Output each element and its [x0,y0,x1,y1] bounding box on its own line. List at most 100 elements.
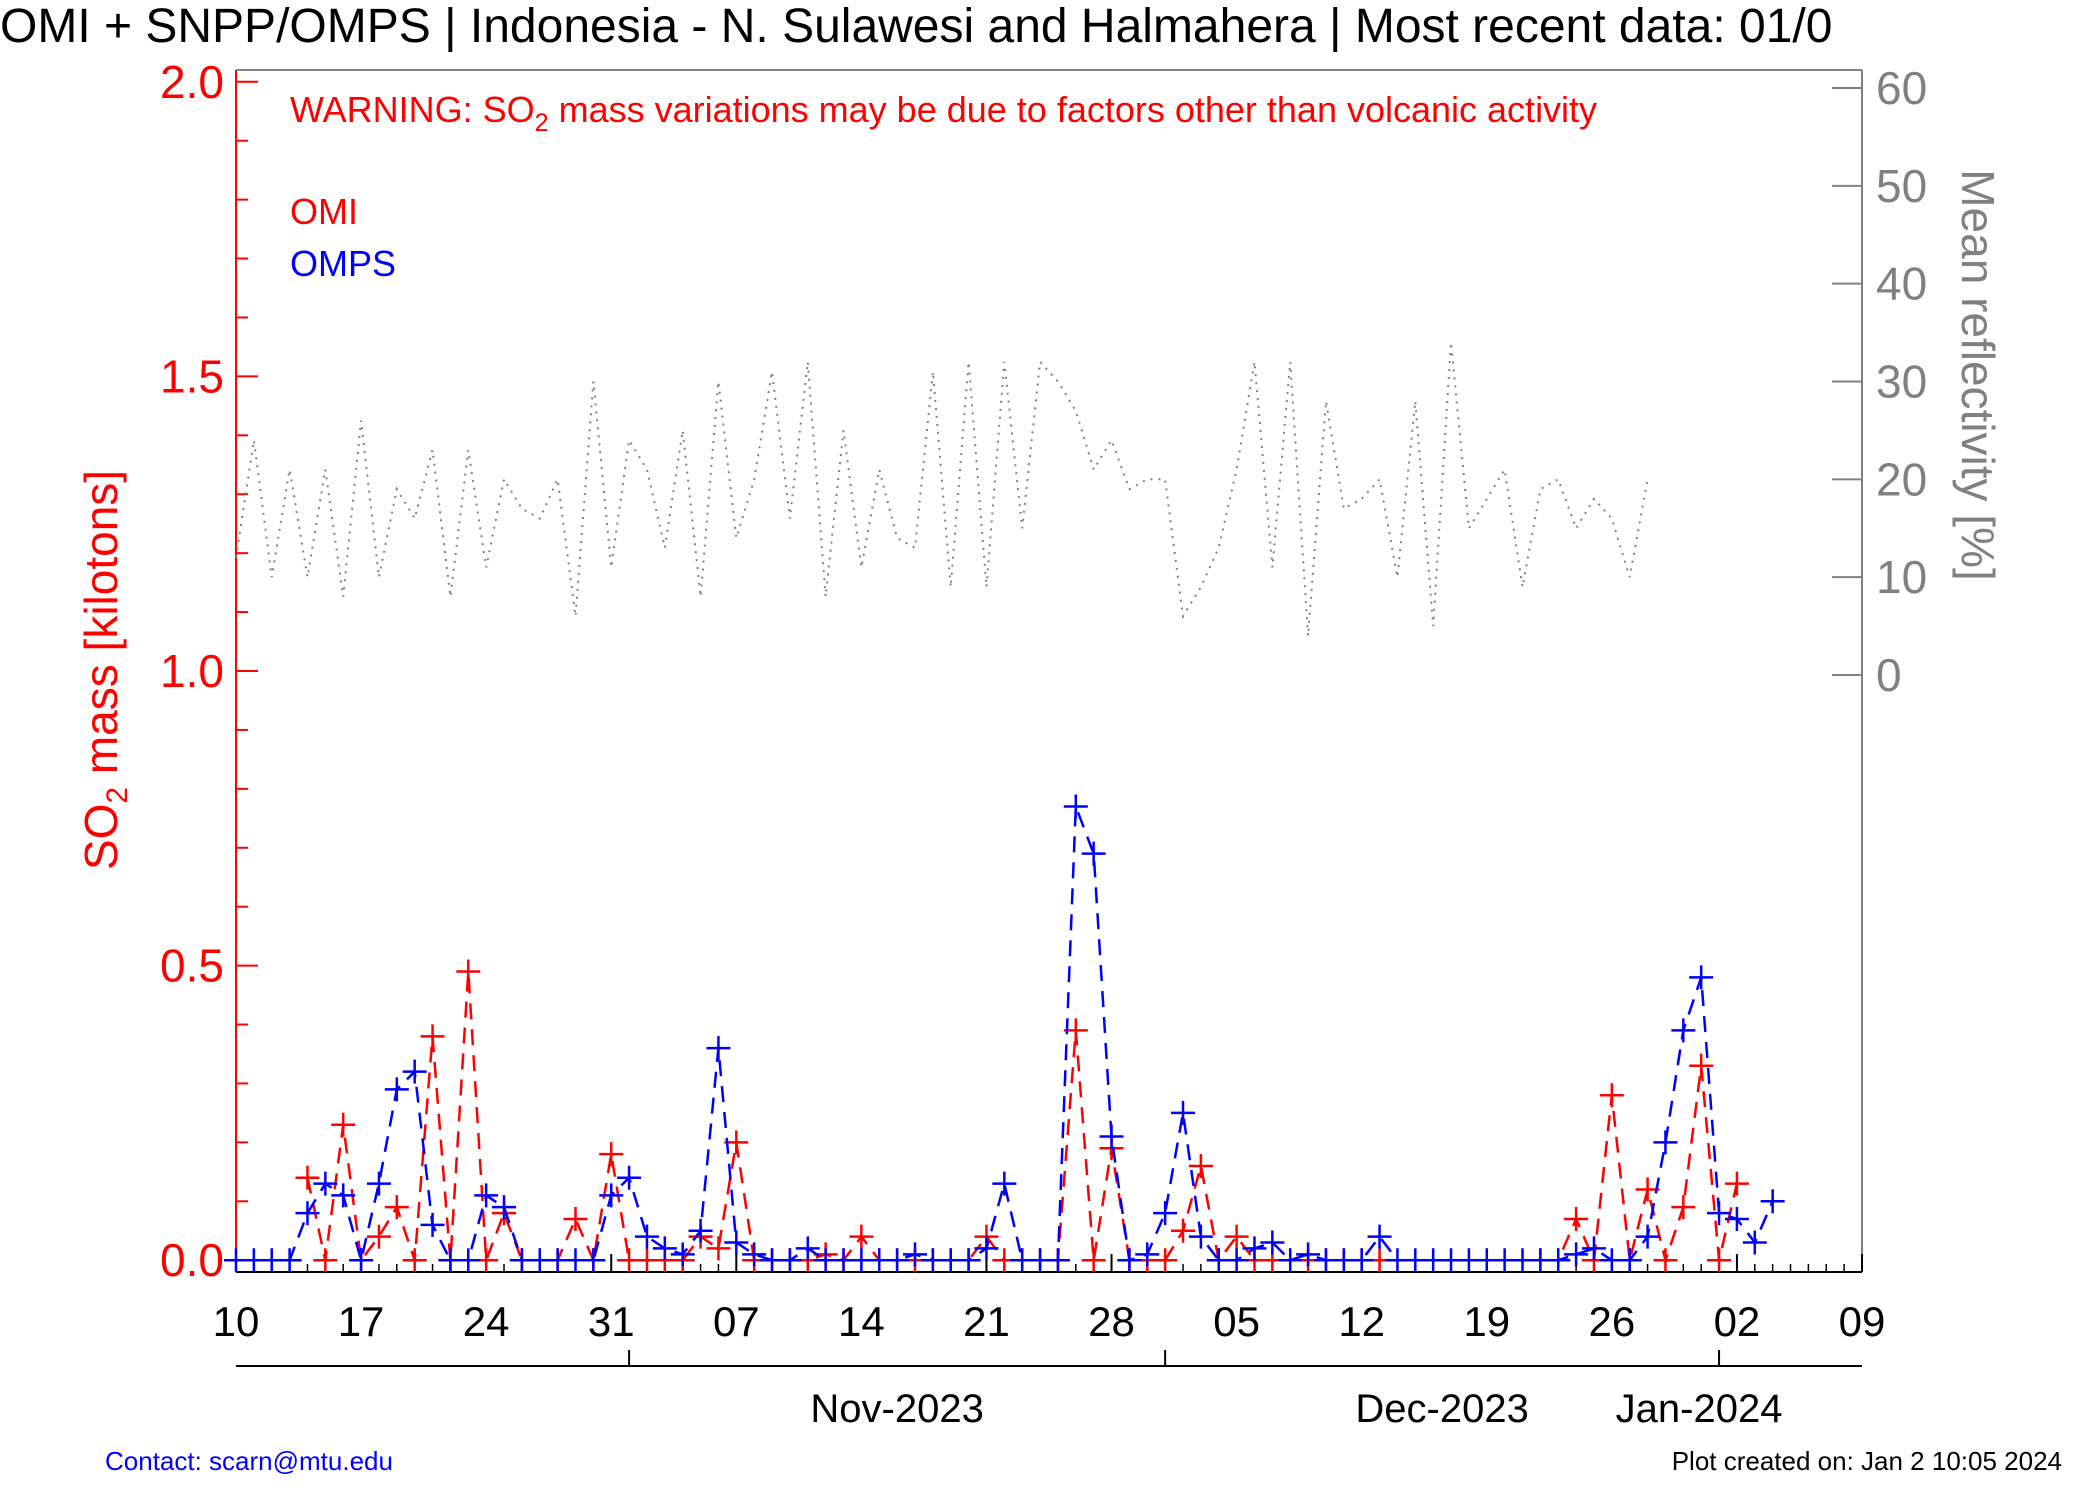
x-tick-label: 14 [838,1298,885,1345]
data-point-omps [402,1059,427,1084]
x-tick-label: 12 [1338,1298,1385,1345]
data-point-omi [1081,1248,1106,1273]
data-point-omps [1296,1242,1321,1267]
data-point-omps [331,1183,356,1208]
y-tick-label-right: 0 [1876,649,1902,701]
data-point-omps [1671,1018,1696,1043]
data-point-omps [706,1036,731,1061]
data-point-omps [1260,1230,1285,1255]
data-point-omps [1581,1236,1606,1261]
data-point-omps [1081,841,1106,866]
warning-text: WARNING: SO2 mass variations may be due … [290,89,1597,137]
data-point-omps [366,1171,391,1196]
data-point-omps [688,1218,713,1243]
y-tick-label-left: 1.5 [160,350,224,402]
data-point-omps [1224,1248,1249,1273]
data-point-omps [634,1224,659,1249]
data-point-omps [974,1236,999,1261]
data-point-omps [1117,1248,1142,1273]
y-axis-label-left: SO2 mass [kilotons] [75,470,134,870]
x-tick-label: 02 [1714,1298,1761,1345]
data-point-omps [1135,1242,1160,1267]
y-tick-label-right: 10 [1876,551,1927,603]
data-point-omps [617,1165,642,1190]
data-point-omi [420,1024,445,1049]
y-axis-label-prefix: SO [75,804,127,870]
data-point-omi [849,1224,874,1249]
data-point-omps [956,1248,981,1273]
x-tick-label: 07 [713,1298,760,1345]
data-point-omi [563,1206,588,1231]
x-tick-label: 28 [1088,1298,1135,1345]
data-point-omi [1153,1248,1178,1273]
y-tick-label-left: 0.5 [160,940,224,992]
y-tick-label-right: 50 [1876,160,1927,212]
series-line-mean-reflectivity [235,342,1649,636]
x-tick-label: 31 [588,1298,635,1345]
x-tick-label: 05 [1213,1298,1260,1345]
legend-omps: OMPS [290,243,396,284]
data-point-omi [1707,1248,1732,1273]
data-point-omps [456,1248,481,1273]
data-point-omps [1045,1248,1070,1273]
data-point-omps [885,1248,910,1273]
warning-suffix: mass variations may be due to factors ot… [549,89,1597,130]
x-tick-label: 19 [1463,1298,1510,1345]
x-tick-label: 17 [338,1298,385,1345]
data-point-omi [1224,1224,1249,1249]
data-point-omps [1367,1224,1392,1249]
data-point-omi [402,1248,427,1273]
data-point-omps [1546,1248,1571,1273]
data-point-omps [902,1242,927,1267]
data-point-omi [295,1165,320,1190]
data-point-omi [366,1224,391,1249]
x-tick-label: 09 [1839,1298,1886,1345]
data-point-omps [742,1242,767,1267]
data-point-omps [492,1195,517,1220]
month-label: Dec-2023 [1355,1387,1528,1431]
data-point-omps [1635,1224,1660,1249]
data-point-omps [777,1248,802,1273]
x-tick-label: 26 [1588,1298,1635,1345]
data-point-omi [599,1142,624,1167]
plot-area: 0.0 0.5 1.0 1.5 2.0 0 10 20 30 40 50 60 10 17 24 31 07 14… [160,56,1927,1431]
x-tick-label: 21 [963,1298,1010,1345]
x-tick-label: 10 [213,1298,260,1345]
data-point-omps [1617,1248,1642,1273]
month-label: Nov-2023 [810,1387,983,1431]
data-point-omi [1653,1248,1678,1273]
data-point-omps [795,1236,820,1261]
data-point-omps [1724,1206,1749,1231]
x-tick-label: 24 [463,1298,510,1345]
data-point-omps [1242,1236,1267,1261]
data-point-omps [1099,1124,1124,1149]
data-point-omi [706,1236,731,1261]
data-point-omps [1171,1100,1196,1125]
y-tick-label-left: 0.0 [160,1234,224,1286]
data-point-omps [277,1248,302,1273]
data-point-omps [384,1077,409,1102]
data-point-omps [1153,1201,1178,1226]
data-point-omps [599,1183,624,1208]
data-point-omps [349,1248,374,1273]
data-point-omps [474,1183,499,1208]
data-point-omi [456,959,481,984]
data-point-omps [1564,1242,1589,1267]
data-point-omps [992,1171,1017,1196]
data-point-omps [1707,1201,1732,1226]
y-tick-label-right: 40 [1876,258,1927,310]
y-tick-label-right: 60 [1876,62,1927,114]
data-point-omps [420,1212,445,1237]
data-point-omi [1171,1218,1196,1243]
data-point-omps [1653,1130,1678,1155]
data-point-omps [670,1242,695,1267]
data-point-omi [1188,1153,1213,1178]
data-point-omps [1689,965,1714,990]
data-point-omps [1760,1189,1785,1214]
data-point-omps [1188,1224,1213,1249]
contact-text: Contact: scarn@mtu.edu [105,1446,393,1476]
y-tick-label-right: 30 [1876,356,1927,408]
data-point-omi [1724,1171,1749,1196]
warning-subscript: 2 [535,109,549,137]
y-tick-label-left: 2.0 [160,56,224,108]
